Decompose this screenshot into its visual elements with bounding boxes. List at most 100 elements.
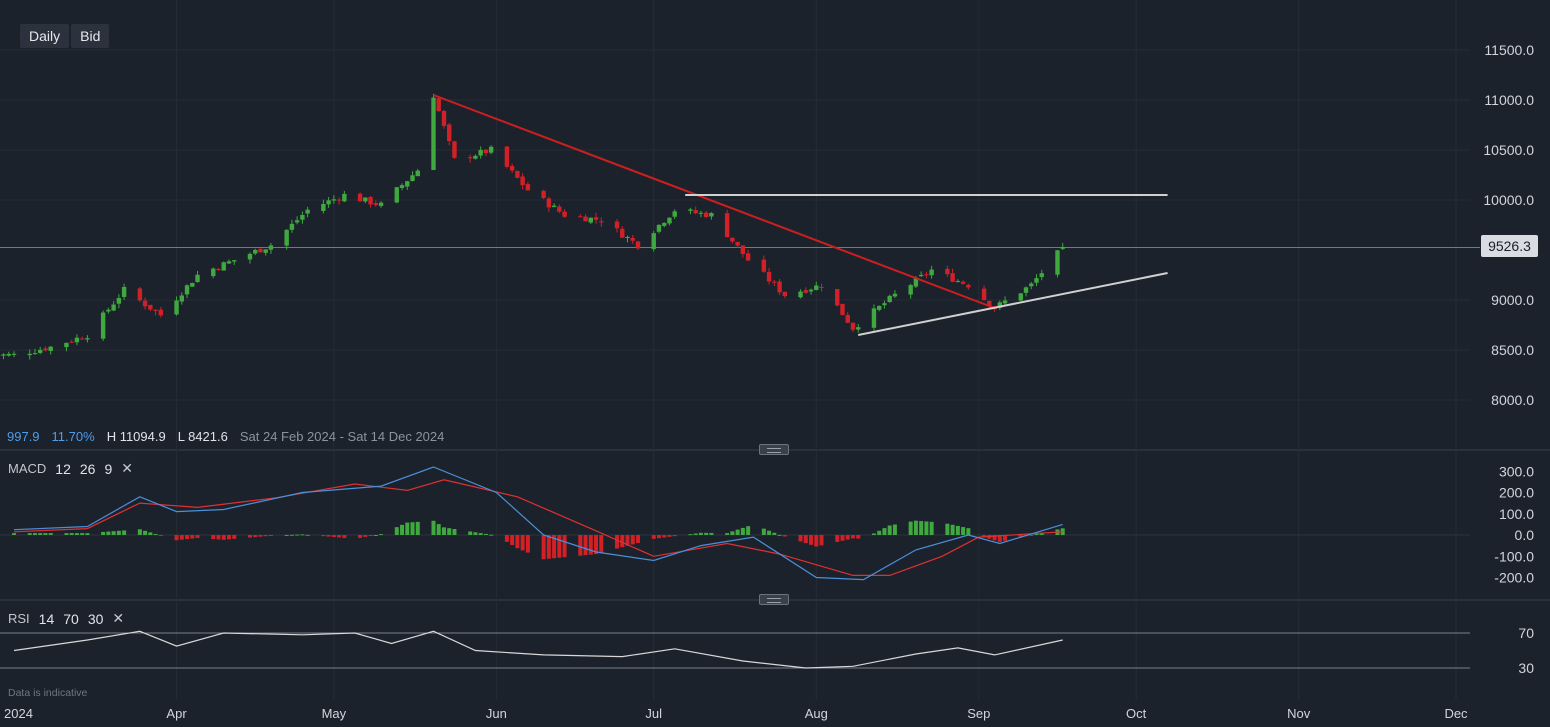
- macd-histogram-bar: [217, 535, 221, 539]
- candle-body: [49, 347, 53, 351]
- macd-tick-label: 300.0: [1499, 463, 1534, 479]
- macd-histogram-bar: [185, 535, 189, 539]
- macd-histogram-bar: [106, 532, 110, 535]
- macd-histogram-bar: [762, 529, 766, 535]
- x-tick-label: Aug: [805, 706, 828, 721]
- macd-signal: 9: [104, 461, 112, 477]
- candle-body: [929, 270, 933, 276]
- macd-histogram-bar: [405, 523, 409, 535]
- candle-body: [85, 338, 89, 339]
- macd-histogram-bar: [730, 531, 734, 535]
- macd-histogram-bar: [746, 526, 750, 535]
- macd-histogram-bar: [180, 535, 184, 540]
- candle-body: [777, 282, 781, 293]
- candle-body: [772, 282, 776, 283]
- macd-histogram-bar: [49, 533, 53, 535]
- candle-body: [33, 353, 37, 354]
- candle-body: [473, 156, 477, 159]
- candle-body: [688, 209, 692, 210]
- candle-body: [631, 238, 635, 241]
- candle-body: [547, 198, 551, 207]
- candle-body: [552, 206, 556, 207]
- candle-body: [520, 177, 524, 186]
- candle-body: [410, 175, 414, 181]
- macd-histogram-bar: [578, 535, 582, 556]
- candle-body: [211, 269, 215, 276]
- timeframe-button[interactable]: Daily: [20, 24, 69, 48]
- macd-histogram-bar: [709, 533, 713, 535]
- trend-line: [433, 95, 994, 308]
- macd-histogram-bar: [33, 533, 37, 535]
- candle-body: [1055, 250, 1059, 274]
- candle-body: [877, 306, 881, 310]
- candle-body: [594, 217, 598, 220]
- macd-histogram-bar: [772, 533, 776, 535]
- macd-histogram-bar: [64, 533, 68, 535]
- candle-body: [332, 199, 336, 200]
- x-tick-label: 2024: [4, 706, 33, 721]
- macd-histogram-bar: [631, 535, 635, 544]
- macd-histogram-bar: [437, 524, 441, 535]
- price-type-button[interactable]: Bid: [71, 24, 109, 48]
- macd-histogram-bar: [285, 535, 289, 536]
- macd-histogram-bar: [846, 535, 850, 540]
- macd-histogram-bar: [442, 527, 446, 535]
- macd-line: [14, 467, 1063, 580]
- rsi-close-icon[interactable]: ✕: [112, 610, 124, 627]
- candle-body: [578, 216, 582, 217]
- macd-histogram-bar: [12, 533, 16, 535]
- macd-histogram-bar: [667, 535, 671, 537]
- price-tick-label: 10500.0: [1483, 142, 1534, 158]
- price-tick-label: 11000.0: [1484, 92, 1534, 108]
- macd-histogram-bar: [70, 533, 74, 535]
- macd-histogram-bar: [652, 535, 656, 539]
- macd-panel: [12, 467, 1065, 580]
- macd-histogram-bar: [956, 526, 960, 535]
- candle-body: [924, 274, 928, 275]
- macd-histogram-bar: [258, 535, 262, 537]
- candle-body: [478, 150, 482, 156]
- macd-histogram-bar: [820, 535, 824, 545]
- macd-histogram-bar: [117, 531, 121, 535]
- macd-slow: 26: [80, 461, 96, 477]
- rsi-name: RSI: [8, 611, 30, 626]
- price-tick-label: 11500.0: [1484, 42, 1534, 58]
- candle-body: [526, 184, 530, 190]
- candle-body: [557, 207, 561, 212]
- price-tick-label: 8000.0: [1491, 392, 1534, 408]
- macd-histogram-bar: [416, 522, 420, 535]
- candle-body: [437, 98, 441, 111]
- macd-histogram-bar: [363, 535, 367, 537]
- candle-body: [227, 261, 231, 263]
- x-tick-label: Oct: [1126, 706, 1147, 721]
- macd-histogram-bar: [400, 525, 404, 535]
- candle-body: [190, 283, 194, 287]
- candle-body: [872, 308, 876, 327]
- macd-close-icon[interactable]: ✕: [121, 460, 133, 477]
- candle-body: [484, 150, 488, 153]
- macd-histogram-bar: [253, 535, 257, 537]
- macd-fast: 12: [55, 461, 71, 477]
- candle-body: [515, 171, 519, 178]
- panel-resize-handle[interactable]: [759, 594, 789, 605]
- rsi-period: 14: [39, 611, 55, 627]
- macd-histogram-bar: [395, 527, 399, 535]
- price-info-line: 997.9 11.70% H 11094.9 L 8421.6 Sat 24 F…: [7, 429, 444, 444]
- macd-histogram-bar: [636, 535, 640, 543]
- candle-body: [248, 254, 252, 260]
- candle-body: [709, 213, 713, 216]
- macd-histogram-bar: [804, 535, 808, 543]
- macd-histogram-bar: [783, 535, 787, 537]
- panel-resize-handle[interactable]: [759, 444, 789, 455]
- macd-histogram-bar: [321, 535, 325, 536]
- candle-body: [693, 210, 697, 213]
- rsi-upper: 70: [63, 611, 79, 627]
- macd-histogram-bar: [930, 522, 934, 535]
- macd-histogram-bar: [122, 530, 126, 535]
- macd-histogram-bar: [264, 535, 268, 536]
- candle-body: [101, 313, 105, 339]
- x-tick-label: Jul: [645, 706, 662, 721]
- macd-histogram-bar: [342, 535, 346, 538]
